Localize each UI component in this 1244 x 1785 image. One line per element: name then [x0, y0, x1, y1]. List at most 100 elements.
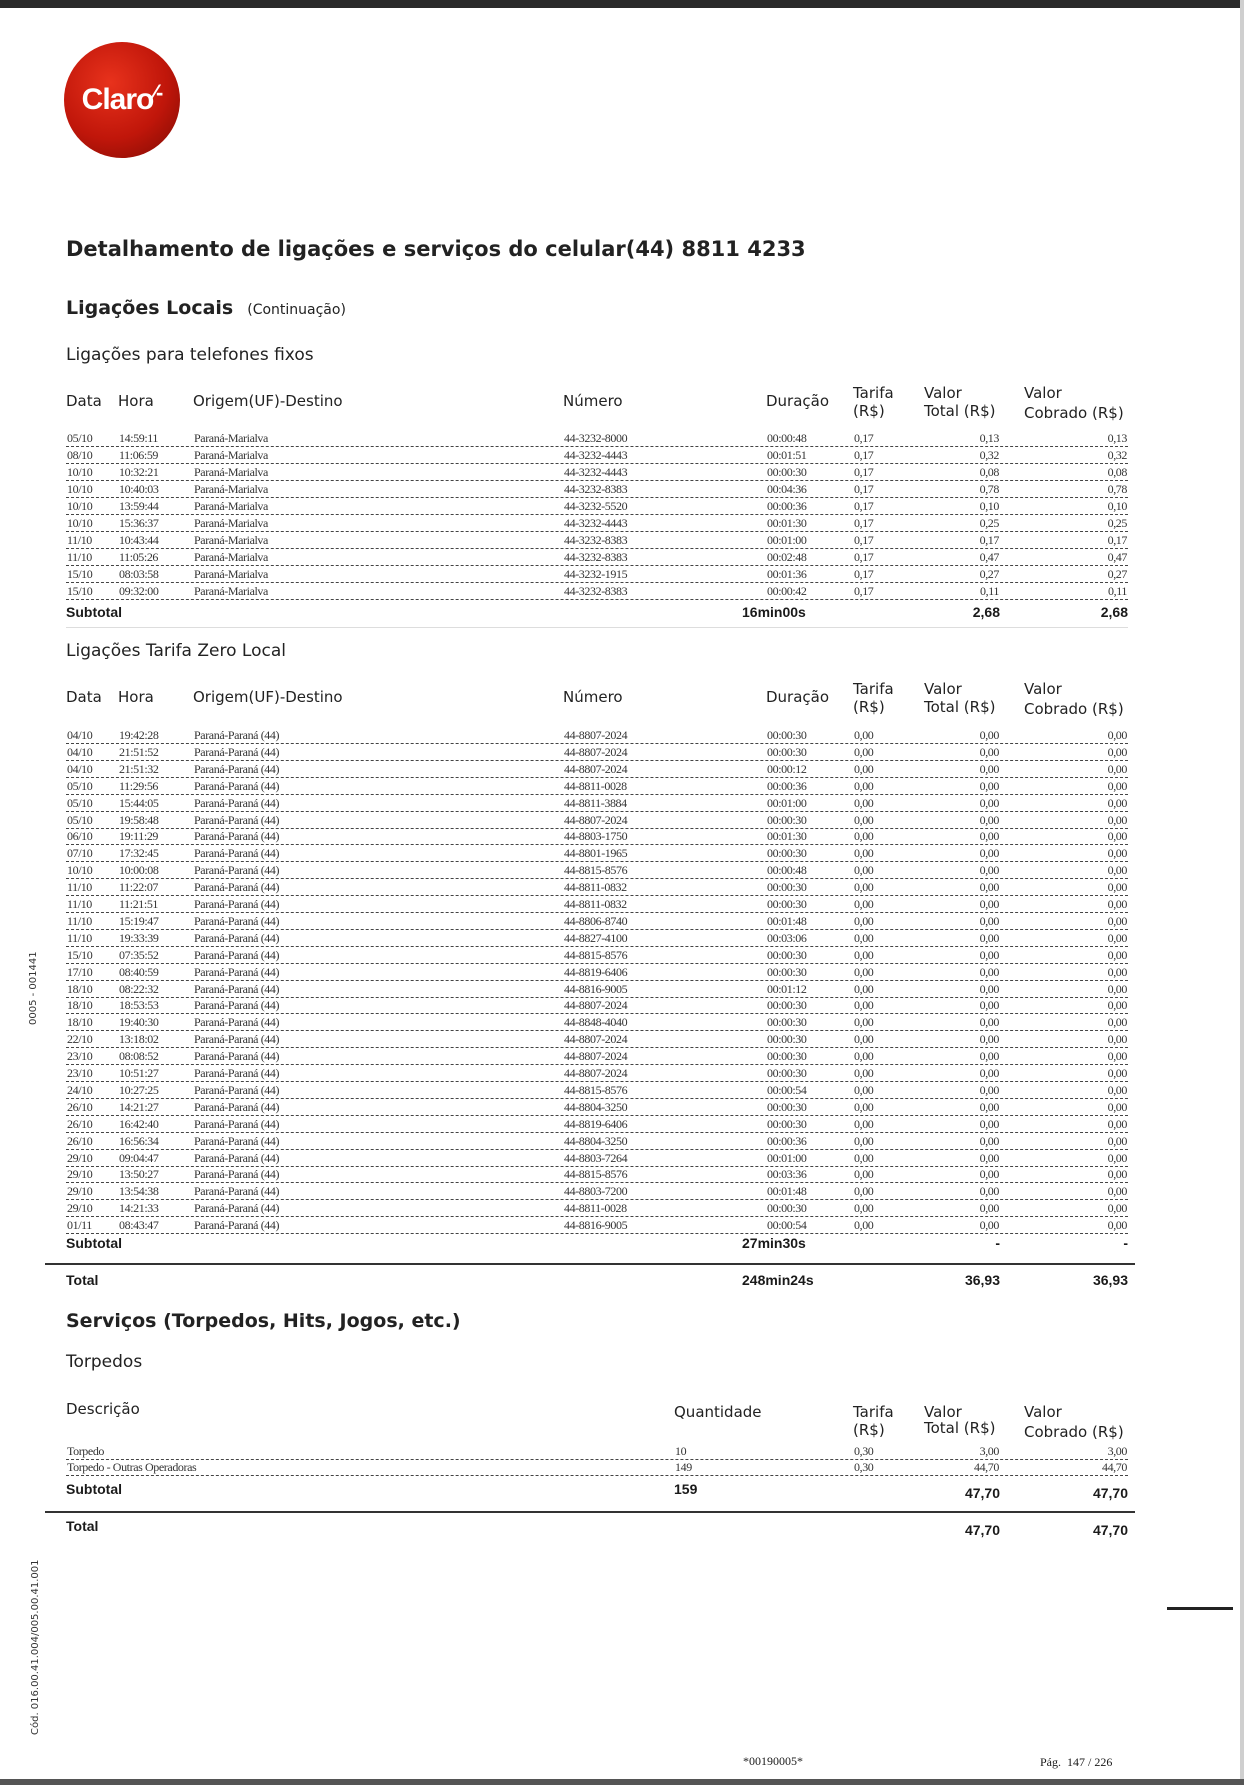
header-descricao: Descrição	[66, 1400, 140, 1418]
cell-origem: Paraná-Paraná (44)	[193, 1099, 281, 1115]
cell-numero: 44-8819-6406	[563, 1116, 629, 1132]
cell-valor-total: 0,00	[978, 1116, 1000, 1132]
table-row: 15/10 09:32:00 Paraná-Marialva 44-3232-8383…	[66, 584, 1128, 600]
cell-data: 18/10	[66, 1015, 94, 1031]
header-hora: Hora	[118, 392, 154, 410]
cell-valor-total: 0,00	[978, 1032, 1000, 1048]
cell-numero: 44-8807-2024	[563, 744, 629, 760]
cell-valor-total: 0,00	[978, 728, 1000, 743]
header-tarifa-unit: (R$)	[853, 402, 885, 420]
cell-tarifa: 0,17	[853, 550, 875, 565]
cell-origem: Paraná-Paraná (44)	[193, 728, 281, 743]
cell-tarifa: 0,30	[853, 1460, 875, 1475]
cell-valor-total: 0,17	[978, 533, 1000, 548]
cell-origem: Paraná-Paraná (44)	[193, 998, 281, 1014]
cell-hora: 10:51:27	[118, 1066, 160, 1081]
header-data: Data	[66, 392, 102, 410]
cell-duracao: 00:00:12	[766, 761, 808, 777]
cell-data: 26/10	[66, 1133, 94, 1149]
cell-data: 29/10	[66, 1167, 94, 1183]
cell-data: 29/10	[66, 1184, 94, 1200]
cell-numero: 44-8815-8576	[563, 1167, 629, 1183]
total-duracao: 248min24s	[742, 1272, 814, 1288]
cell-data: 05/10	[66, 431, 94, 446]
cell-numero: 44-3232-4443	[563, 516, 629, 531]
cell-origem: Paraná-Paraná (44)	[193, 1167, 281, 1183]
table-row: 17/10 08:40:59 Paraná-Paraná (44) 44-8819-6…	[66, 964, 1128, 981]
cell-hora: 15:36:37	[118, 516, 160, 531]
cell-valor-cobrado: 0,00	[1106, 1082, 1128, 1098]
cell-origem: Paraná-Marialva	[193, 482, 269, 497]
subtotal-label: Subtotal	[66, 604, 122, 620]
cell-origem: Paraná-Paraná (44)	[193, 1150, 281, 1166]
cell-numero: 44-8803-7264	[563, 1150, 629, 1166]
cell-hora: 11:21:51	[118, 897, 160, 912]
cell-data: 23/10	[66, 1049, 94, 1065]
cell-duracao: 00:00:48	[766, 863, 808, 879]
cell-origem: Paraná-Paraná (44)	[193, 829, 281, 845]
table-row: 26/10 16:56:34 Paraná-Paraná (44) 44-8804-3…	[66, 1133, 1128, 1150]
cell-tarifa: 0,00	[853, 846, 875, 862]
page-label: Pág.	[1040, 1755, 1061, 1769]
cell-valor-total: 0,00	[978, 863, 1000, 879]
cell-hora: 11:29:56	[118, 778, 160, 794]
cell-numero: 44-8815-8576	[563, 947, 629, 963]
cell-data: 10/10	[66, 482, 94, 497]
cell-hora: 19:42:28	[118, 728, 160, 743]
subtotal-valor-total: 47,70	[964, 1485, 1000, 1501]
cell-numero: 44-8811-0028	[563, 1201, 628, 1217]
cell-tarifa: 0,00	[853, 1049, 875, 1065]
cell-tarifa: 0,00	[853, 1218, 875, 1234]
table-row: 11/10 10:43:44 Paraná-Marialva 44-3232-8383…	[66, 533, 1128, 549]
cell-duracao: 00:02:48	[766, 550, 808, 565]
cell-hora: 16:42:40	[118, 1116, 160, 1132]
cell-valor-cobrado: 0,00	[1106, 1184, 1128, 1200]
cell-origem: Paraná-Marialva	[193, 448, 269, 463]
cell-valor-total: 0,00	[978, 1082, 1000, 1098]
cell-tarifa: 0,17	[853, 584, 875, 599]
cell-hora: 14:21:33	[118, 1201, 160, 1217]
cell-origem: Paraná-Paraná (44)	[193, 1082, 281, 1098]
cell-duracao: 00:01:36	[766, 567, 808, 582]
cell-numero: 44-8848-4040	[563, 1015, 629, 1031]
cell-tarifa: 0,00	[853, 778, 875, 794]
cell-numero: 44-3232-8383	[563, 482, 629, 497]
cell-valor-cobrado: 0,00	[1106, 863, 1128, 879]
logo-text: Claro	[81, 83, 155, 116]
table-row: 26/10 16:42:40 Paraná-Paraná (44) 44-8819-6…	[66, 1116, 1128, 1133]
cell-valor-cobrado: 0,00	[1106, 728, 1128, 743]
cell-valor-total: 0,00	[978, 1167, 1000, 1183]
cell-valor-total: 0,00	[978, 778, 1000, 794]
cell-duracao: 00:00:30	[766, 897, 808, 912]
registration-mark	[1167, 1607, 1233, 1610]
cell-duracao: 00:00:30	[766, 947, 808, 963]
cell-hora: 13:59:44	[118, 499, 160, 514]
cell-duracao: 00:00:30	[766, 964, 808, 980]
cell-hora: 19:11:29	[118, 829, 160, 845]
cell-tarifa: 0,00	[853, 1066, 875, 1081]
cell-data: 24/10	[66, 1082, 94, 1098]
subsection-tarifa-zero: Ligações Tarifa Zero Local	[66, 641, 286, 661]
cell-origem: Paraná-Paraná (44)	[193, 744, 281, 760]
cell-tarifa: 0,00	[853, 1015, 875, 1031]
header-valor-total: Valor	[924, 384, 962, 402]
cell-valor-cobrado: 0,00	[1106, 1201, 1128, 1217]
cell-valor-cobrado: 0,00	[1106, 913, 1128, 929]
cell-valor-total: 0,00	[978, 829, 1000, 845]
table-row: 06/10 19:11:29 Paraná-Paraná (44) 44-8803-1…	[66, 829, 1128, 846]
cell-valor-total: 0,00	[978, 998, 1000, 1014]
table-row: 10/10 10:40:03 Paraná-Marialva 44-3232-8383…	[66, 482, 1128, 498]
cell-numero: 44-8811-0832	[563, 880, 628, 896]
cell-numero: 44-3232-8383	[563, 533, 629, 548]
cell-numero: 44-8827-4100	[563, 930, 629, 946]
cell-tarifa: 0,17	[853, 533, 875, 548]
cell-duracao: 00:00:36	[766, 499, 808, 514]
cell-duracao: 00:03:06	[766, 930, 808, 946]
document-code: Cód. 016.00.41.004/005.00.41.001	[30, 1559, 41, 1736]
cell-valor-cobrado: 0,00	[1106, 829, 1128, 845]
cell-numero: 44-3232-4443	[563, 465, 629, 480]
cell-data: 11/10	[66, 913, 93, 929]
cell-origem: Paraná-Paraná (44)	[193, 863, 281, 879]
cell-valor-cobrado: 0,17	[1106, 533, 1128, 548]
cell-duracao: 00:01:30	[766, 516, 808, 531]
